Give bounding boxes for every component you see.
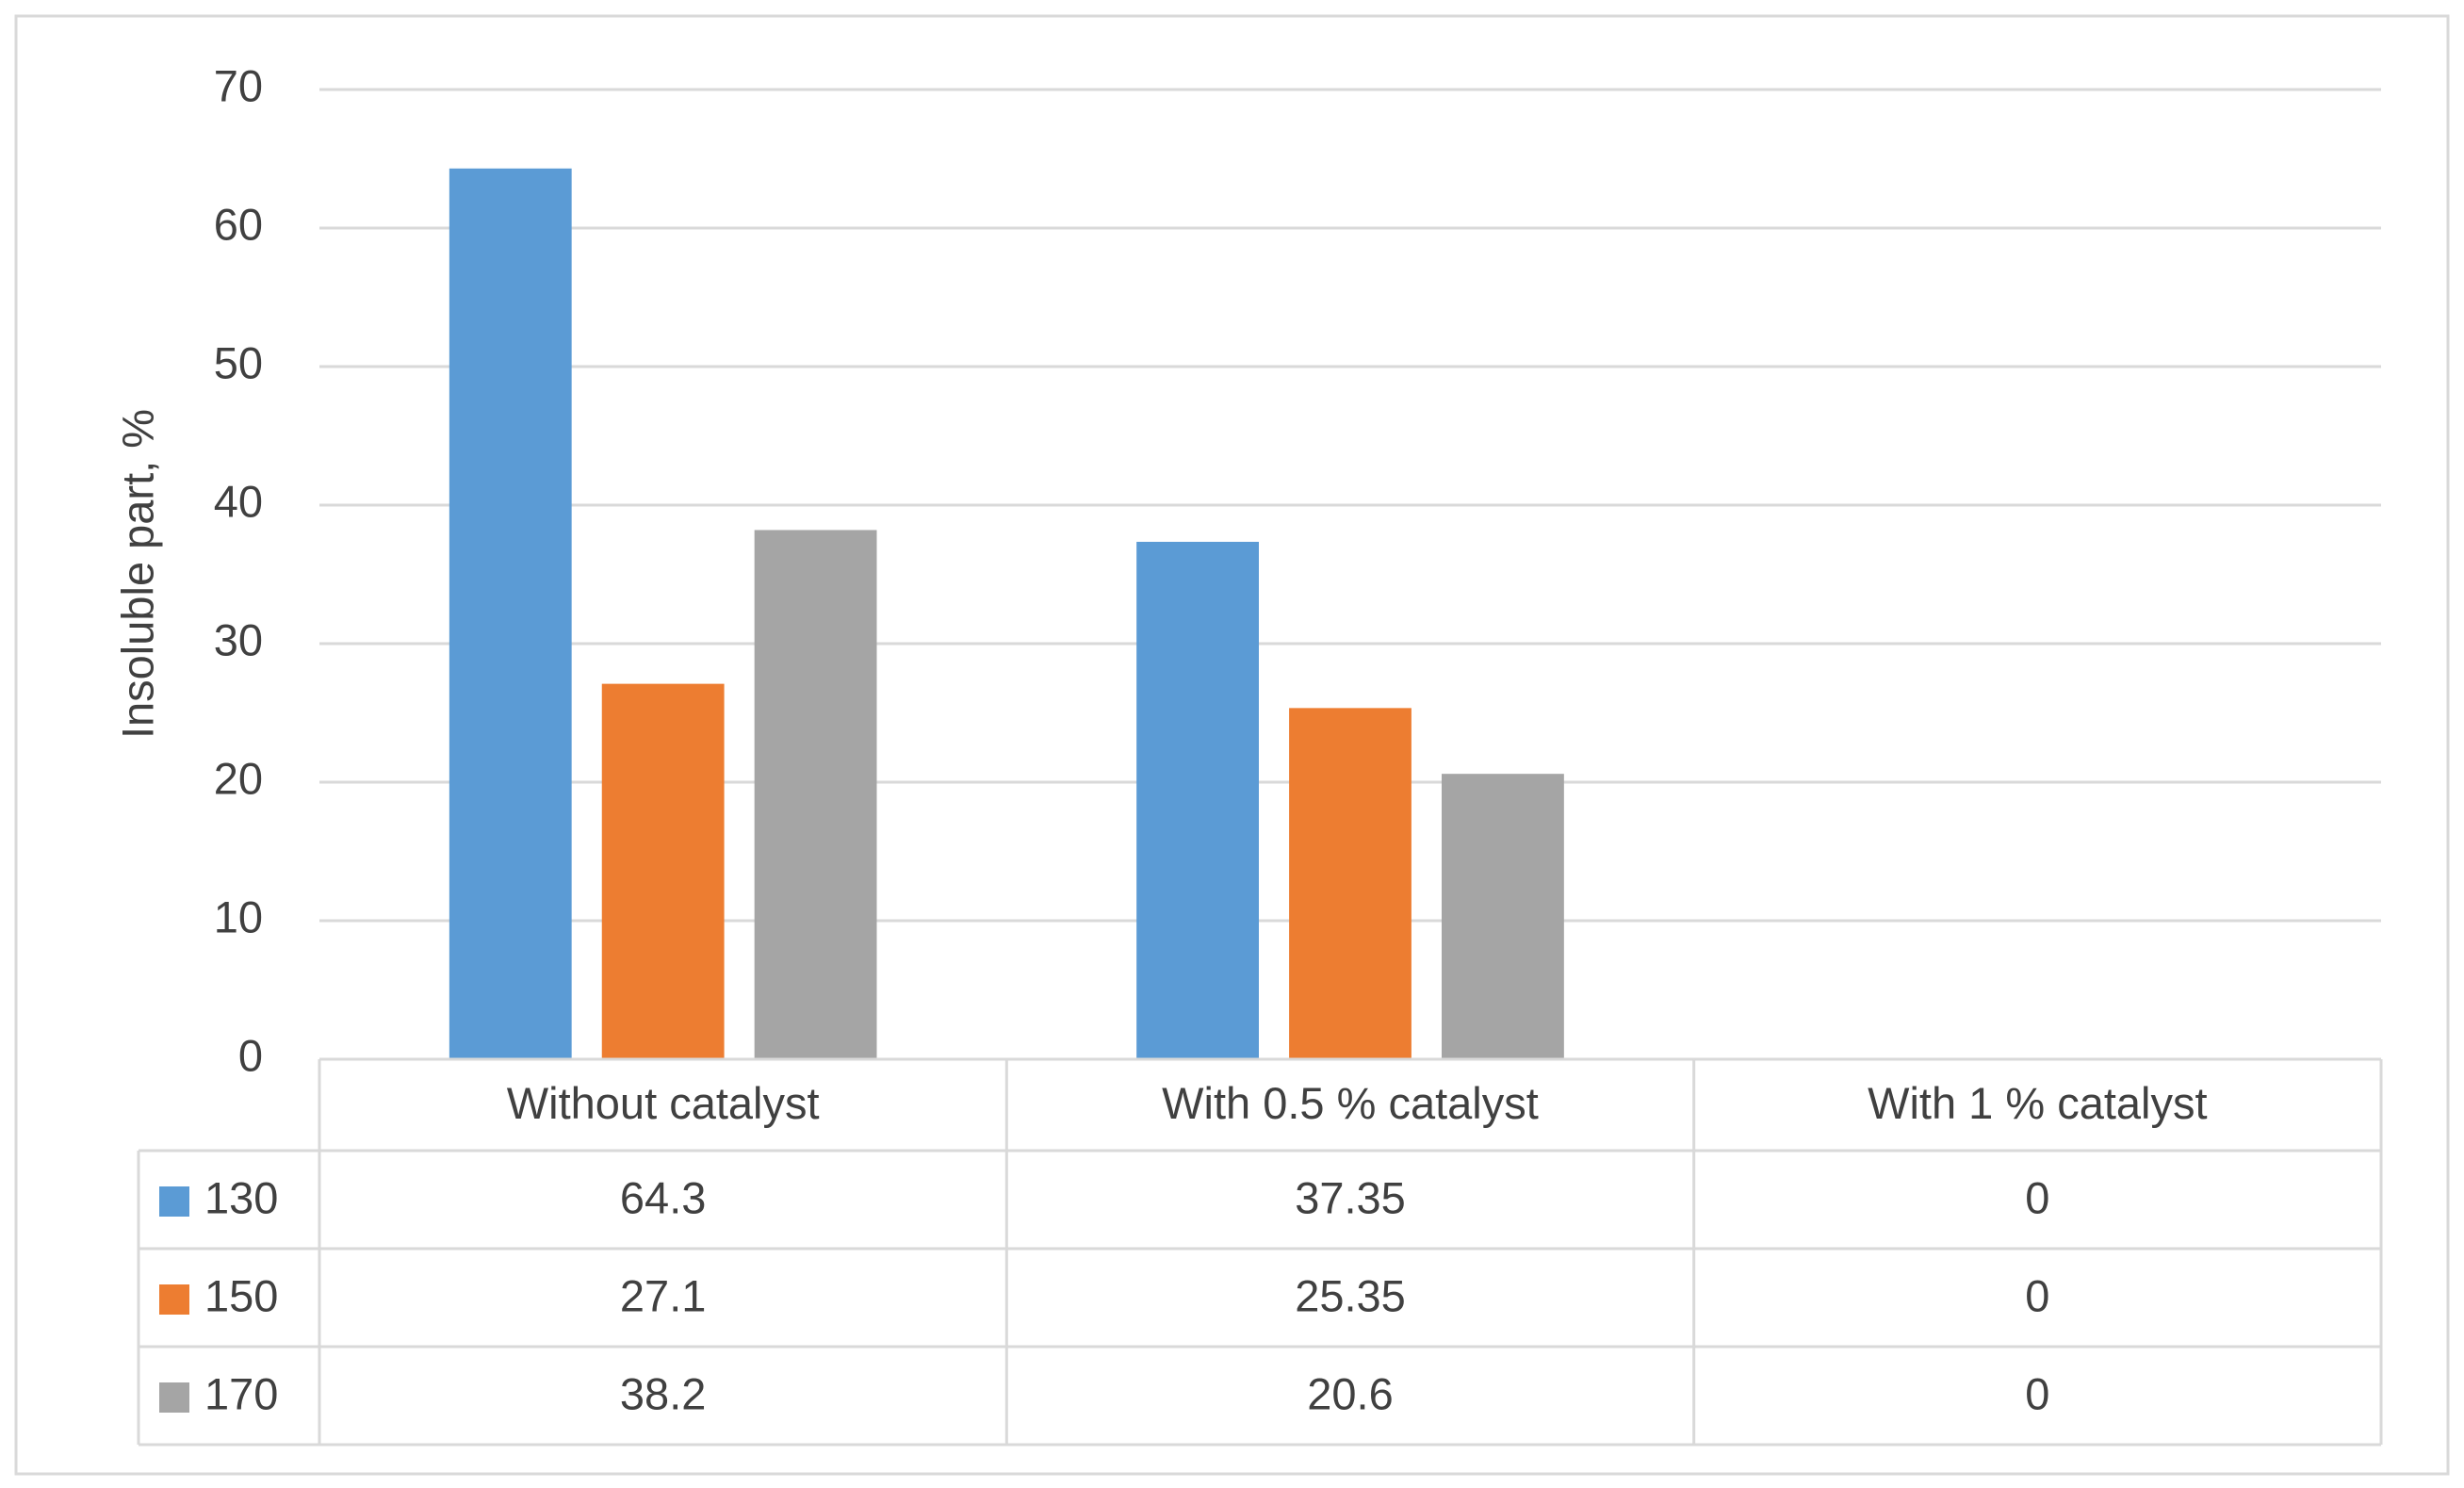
y-tick-label: 40: [214, 476, 263, 526]
y-tick-label: 50: [214, 337, 263, 387]
x-tick-label: With 0.5 % catalyst: [1162, 1078, 1539, 1128]
x-tick-label: Without catalyst: [507, 1078, 820, 1128]
y-tick-label: 70: [214, 60, 263, 110]
table-value: 37.35: [1295, 1172, 1406, 1222]
legend-swatch: [159, 1382, 189, 1413]
table-value: 25.35: [1295, 1270, 1406, 1320]
bar: [449, 168, 572, 1060]
table-value: 27.1: [620, 1270, 706, 1320]
x-tick-label: With 1 % catalyst: [1868, 1078, 2207, 1128]
table-value: 0: [2025, 1270, 2049, 1320]
legend-label: 130: [204, 1172, 278, 1222]
bar: [1442, 774, 1564, 1059]
legend-swatch: [159, 1284, 189, 1315]
bar: [1289, 708, 1411, 1059]
table-value: 64.3: [620, 1172, 706, 1222]
table-value: 38.2: [620, 1368, 706, 1418]
legend-label: 170: [204, 1368, 278, 1418]
table-value: 0: [2025, 1368, 2049, 1418]
y-axis-label: Insoluble part, %: [112, 409, 162, 739]
y-tick-label: 10: [214, 891, 263, 941]
bar: [601, 683, 725, 1059]
y-tick-label: 60: [214, 199, 263, 249]
table-value: 0: [2025, 1172, 2049, 1222]
y-tick-label: 0: [238, 1030, 263, 1080]
table-value: 20.6: [1307, 1368, 1393, 1418]
legend-swatch: [159, 1186, 189, 1217]
bar: [1136, 541, 1259, 1059]
bar: [754, 530, 877, 1059]
legend-label: 150: [204, 1270, 278, 1320]
y-tick-label: 30: [214, 614, 263, 664]
y-tick-label: 20: [214, 753, 263, 803]
